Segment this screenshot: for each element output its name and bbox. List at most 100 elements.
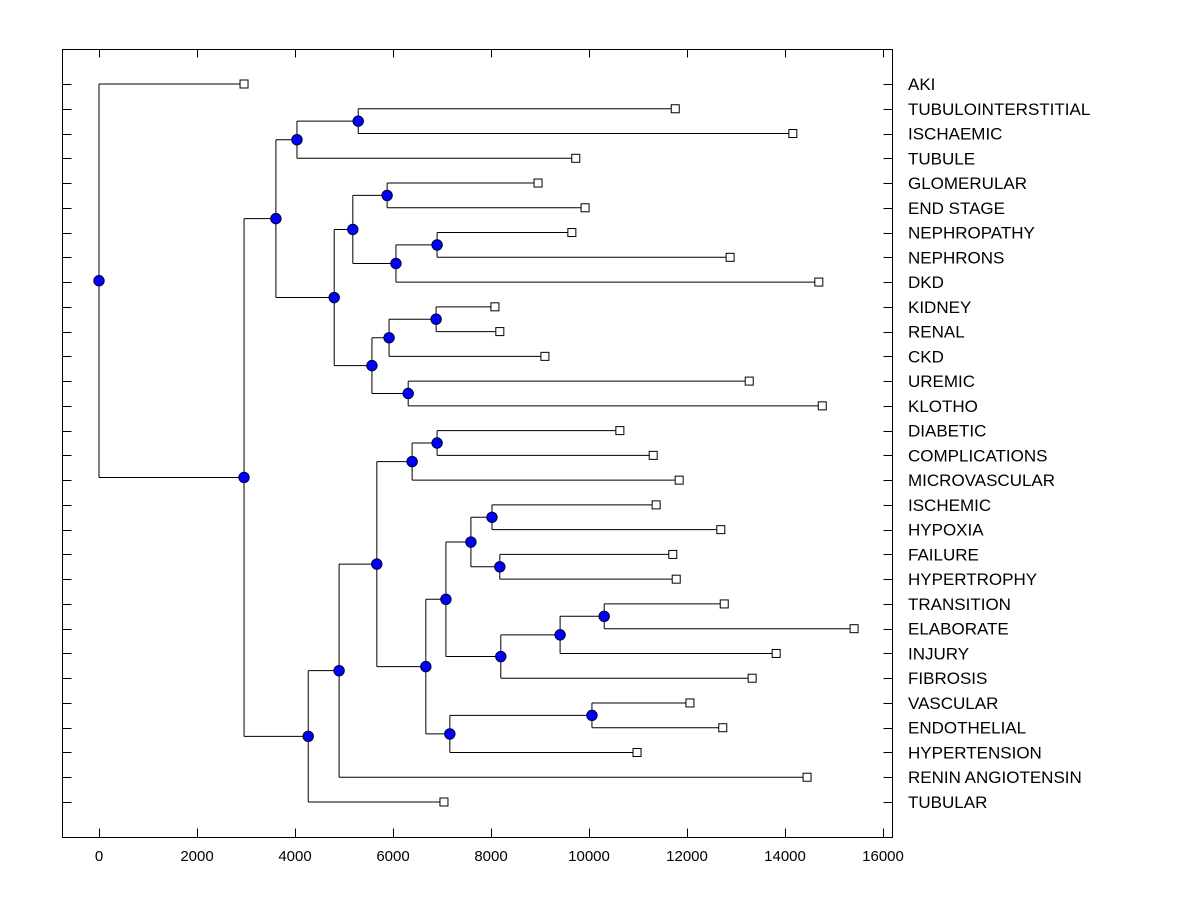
- cluster-node: [494, 561, 506, 573]
- leaf-marker: [771, 648, 781, 658]
- leaf-label: RENAL: [908, 323, 965, 342]
- cluster-node: [383, 332, 395, 344]
- x-tick-label: 10000: [568, 848, 610, 865]
- cluster-node: [430, 313, 442, 325]
- leaf-marker: [632, 747, 642, 757]
- leaf-marker: [571, 153, 581, 163]
- leaf-labels: AKI TUBULOINTERSTITIAL ISCHAEMIC TUBULE GLOM…: [908, 75, 1090, 812]
- leaf-marker: [648, 450, 658, 460]
- cluster-node: [406, 455, 418, 468]
- leaf-label: END STAGE: [908, 199, 1005, 218]
- leaf-label: FIBROSIS: [908, 669, 987, 688]
- leaf-marker: [615, 426, 625, 436]
- leaf-marker: [439, 797, 449, 807]
- leaf-label: NEPHROPATHY: [908, 224, 1035, 243]
- leaf-marker: [540, 351, 550, 361]
- cluster-node: [270, 212, 282, 225]
- leaf-label: AKI: [908, 75, 935, 94]
- x-tick-label: 12000: [666, 848, 708, 865]
- leaf-label: ISCHAEMIC: [908, 125, 1002, 144]
- leaf-marker: [671, 574, 681, 584]
- leaf-label: ELABORATE: [908, 620, 1009, 639]
- leaf-marker: [490, 302, 500, 312]
- cluster-node: [495, 650, 507, 663]
- x-tick-label: 14000: [764, 848, 806, 865]
- leaf-marker: [668, 549, 678, 559]
- leaf-markers: [239, 79, 859, 807]
- cluster-node: [598, 610, 610, 623]
- leaf-label: COMPLICATIONS: [908, 446, 1047, 465]
- cluster-node: [302, 730, 314, 743]
- leaf-marker: [685, 698, 695, 708]
- cluster-node: [347, 223, 359, 236]
- node-markers: [93, 115, 610, 743]
- cluster-node: [352, 115, 364, 127]
- leaf-label: TUBULOINTERSTITIAL: [908, 100, 1090, 119]
- cluster-node: [390, 257, 402, 270]
- cluster-node: [381, 189, 393, 202]
- leaf-label: HYPERTROPHY: [908, 570, 1037, 589]
- leaf-marker: [533, 178, 543, 188]
- leaf-label: TRANSITION: [908, 595, 1011, 614]
- leaf-marker: [718, 723, 728, 733]
- x-tick-label: 4000: [278, 848, 311, 865]
- leaf-marker: [651, 500, 661, 510]
- leaf-label: GLOMERULAR: [908, 174, 1027, 193]
- cluster-node: [440, 593, 452, 605]
- cluster-node: [444, 728, 456, 740]
- leaf-marker: [725, 252, 735, 262]
- x-tick-labels: 0 2000 4000 6000 8000 10000 12000 14000 16000: [95, 848, 904, 865]
- leaf-marker: [239, 79, 249, 89]
- leaf-label: KLOTHO: [908, 397, 978, 416]
- x-tick-label: 0: [95, 848, 103, 865]
- leaf-label: ISCHEMIC: [908, 496, 991, 515]
- leaf-label: FAILURE: [908, 545, 979, 564]
- leaf-label: HYPERTENSION: [908, 743, 1042, 762]
- axis-ticks: [62, 49, 893, 838]
- leaf-label: MICROVASCULAR: [908, 471, 1055, 490]
- x-tick-label: 2000: [180, 848, 213, 865]
- leaf-label: KIDNEY: [908, 298, 971, 317]
- cluster-node: [93, 275, 105, 287]
- leaf-marker: [670, 104, 680, 114]
- leaf-label: UREMIC: [908, 372, 975, 391]
- leaf-marker: [719, 599, 729, 609]
- leaf-label: CKD: [908, 347, 944, 366]
- leaf-label: VASCULAR: [908, 694, 998, 713]
- cluster-node: [554, 629, 566, 641]
- leaf-marker: [580, 203, 590, 213]
- leaf-marker: [495, 327, 505, 337]
- leaf-marker: [744, 376, 754, 386]
- leaf-marker: [788, 129, 798, 139]
- leaf-label: INJURY: [908, 644, 969, 663]
- x-tick-label: 16000: [862, 848, 904, 865]
- cluster-node: [431, 239, 443, 251]
- x-tick-label: 6000: [376, 848, 409, 865]
- cluster-node: [431, 437, 443, 449]
- cluster-node: [420, 660, 432, 673]
- leaf-marker: [674, 475, 684, 485]
- leaf-label: DIABETIC: [908, 422, 986, 441]
- cluster-node: [238, 471, 250, 484]
- cluster-node: [402, 387, 414, 400]
- leaf-marker: [817, 401, 827, 411]
- cluster-node: [486, 511, 498, 523]
- leaf-label: DKD: [908, 273, 944, 292]
- dendrogram-edges: [98, 83, 851, 803]
- cluster-node: [328, 291, 340, 304]
- x-tick-label: 8000: [474, 848, 507, 865]
- leaf-label: HYPOXIA: [908, 521, 984, 540]
- leaf-marker: [802, 772, 812, 782]
- plot-frame: [62, 49, 893, 838]
- leaf-marker: [716, 525, 726, 535]
- cluster-node: [333, 664, 345, 677]
- leaf-label: RENIN ANGIOTENSIN: [908, 768, 1082, 787]
- cluster-node: [366, 359, 378, 372]
- cluster-node: [586, 709, 598, 722]
- leaf-marker: [567, 228, 577, 238]
- leaf-label: ENDOTHELIAL: [908, 719, 1026, 738]
- leaf-label: TUBULE: [908, 149, 975, 168]
- leaf-label: TUBULAR: [908, 793, 987, 812]
- cluster-node: [371, 558, 383, 570]
